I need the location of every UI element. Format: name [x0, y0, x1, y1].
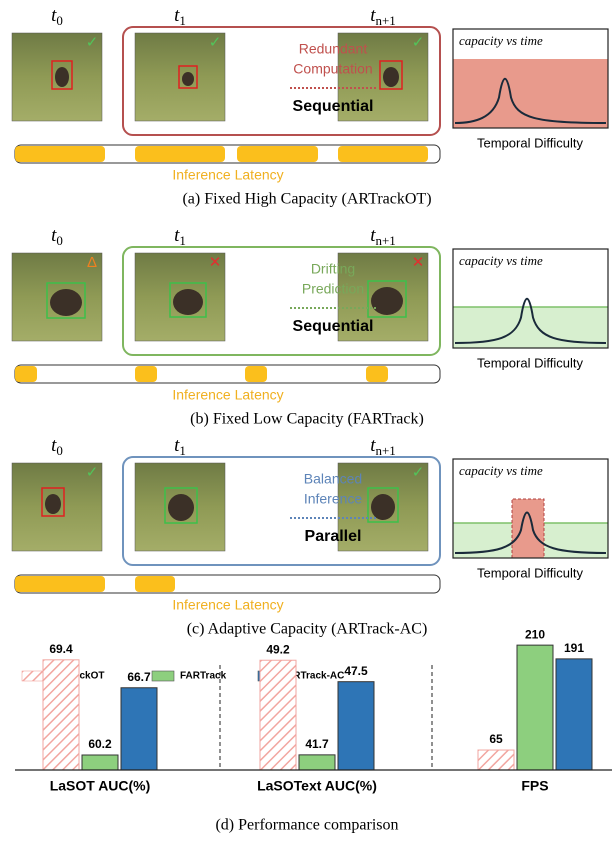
figure: t0 ✓ t1 ✓ tn+1 ✓ Redundant Computation Sequentia… [0, 0, 614, 856]
mode-text: Sequential [293, 318, 374, 335]
note-text: Redundant [299, 41, 368, 57]
latency-segment [15, 146, 105, 162]
rabbit [182, 72, 194, 86]
legend-swatch [22, 671, 44, 681]
time-subscript: 1 [179, 233, 186, 248]
bar [338, 682, 374, 770]
time-label: t0 [51, 225, 63, 248]
time-label: t1 [174, 435, 186, 458]
rabbit [168, 494, 194, 521]
time-subscript: 0 [56, 13, 63, 28]
bar [299, 755, 335, 770]
plot-title: capacity vs time [459, 463, 543, 478]
time-subscript: 1 [179, 13, 186, 28]
time-label: t1 [174, 5, 186, 28]
rabbit [173, 289, 203, 315]
bar [478, 750, 514, 770]
bar [43, 660, 79, 770]
panel-caption: (c) Adaptive Capacity (ARTrack-AC) [187, 621, 428, 638]
note-text: Drifting [311, 261, 355, 277]
latency-segment [366, 366, 388, 382]
rabbit [45, 494, 61, 514]
time-label: t0 [51, 435, 63, 458]
latency-segment [135, 366, 157, 382]
status-mark: ✕ [209, 254, 222, 271]
value-label: 60.2 [88, 737, 112, 751]
status-mark: ✓ [209, 34, 222, 51]
bar [121, 688, 157, 770]
time-subscript: 0 [56, 233, 63, 248]
mode-text: Parallel [305, 528, 362, 545]
time-subscript: n+1 [375, 13, 395, 28]
plot-title: capacity vs time [459, 33, 543, 48]
note-text: Prediction [302, 281, 364, 297]
plot-xlabel: Temporal Difficulty [477, 135, 583, 150]
panel-caption: (a) Fixed High Capacity (ARTrackOT) [182, 191, 431, 208]
value-label: 65 [489, 732, 503, 746]
latency-label: Inference Latency [172, 167, 283, 183]
rabbit [383, 67, 399, 87]
bar [260, 660, 296, 770]
chart-caption: (d) Performance comparison [215, 817, 398, 834]
time-subscript: n+1 [375, 443, 395, 458]
legend-swatch [152, 671, 174, 681]
time-subscript: 0 [56, 443, 63, 458]
capacity-peak [512, 499, 544, 558]
latency-segment [135, 146, 225, 162]
value-label: 41.7 [305, 737, 329, 751]
latency-label: Inference Latency [172, 387, 283, 403]
latency-segment [135, 576, 175, 592]
value-label: 47.5 [344, 664, 368, 678]
bar [556, 659, 592, 770]
rabbit [371, 287, 403, 315]
latency-segment [338, 146, 428, 162]
time-label: tn+1 [370, 225, 396, 248]
time-subscript: 1 [179, 443, 186, 458]
rabbit [371, 494, 395, 520]
time-subscript: n+1 [375, 233, 395, 248]
status-mark: ✓ [86, 34, 99, 51]
value-label: 191 [564, 641, 584, 655]
bar [517, 645, 553, 770]
bar [82, 755, 118, 770]
latency-segment [237, 146, 318, 162]
rabbit [50, 289, 82, 316]
plot-xlabel: Temporal Difficulty [477, 565, 583, 580]
plot-title: capacity vs time [459, 253, 543, 268]
status-mark: ✓ [86, 464, 99, 481]
plot-xlabel: Temporal Difficulty [477, 355, 583, 370]
time-label: t0 [51, 5, 63, 28]
time-label: t1 [174, 225, 186, 248]
note-text: Balanced [304, 471, 362, 487]
note-text: Inference [304, 491, 363, 507]
category-label: LaSOT AUC(%) [50, 778, 151, 794]
category-label: FPS [521, 778, 548, 794]
page: t0 ✓ t1 ✓ tn+1 ✓ Redundant Computation Sequentia… [0, 0, 614, 861]
rabbit [55, 67, 69, 87]
time-label: tn+1 [370, 5, 396, 28]
latency-segment [15, 576, 105, 592]
mode-text: Sequential [293, 98, 374, 115]
value-label: 49.2 [266, 642, 290, 656]
panel-caption: (b) Fixed Low Capacity (FARTrack) [190, 411, 424, 428]
status-mark: ✓ [412, 34, 425, 51]
category-label: LaSOText AUC(%) [257, 778, 377, 794]
value-label: 66.7 [127, 670, 151, 684]
value-label: 210 [525, 627, 545, 641]
value-label: 69.4 [49, 642, 73, 656]
time-label: tn+1 [370, 435, 396, 458]
latency-segment [15, 366, 37, 382]
latency-label: Inference Latency [172, 597, 283, 613]
status-mark: ✕ [412, 254, 425, 271]
note-text: Computation [293, 61, 372, 77]
latency-segment [245, 366, 267, 382]
status-mark: ✓ [412, 464, 425, 481]
status-mark: Δ [87, 254, 97, 271]
